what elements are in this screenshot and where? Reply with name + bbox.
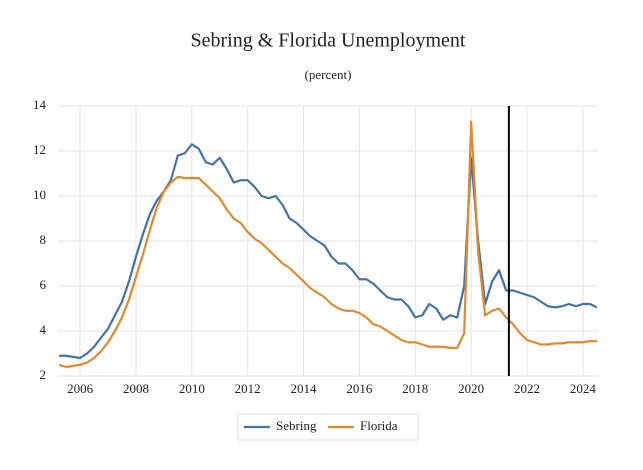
y-tick-label: 8 bbox=[40, 232, 47, 247]
x-tick-label: 2006 bbox=[67, 381, 94, 396]
y-tick-label: 4 bbox=[40, 322, 47, 337]
line-series bbox=[58, 120, 597, 369]
x-tick-label: 2024 bbox=[570, 381, 597, 396]
x-tick-label: 2014 bbox=[291, 381, 318, 396]
x-tick-label: 2010 bbox=[179, 381, 205, 396]
chart-subtitle: (percent) bbox=[305, 67, 352, 82]
y-tick-label: 2 bbox=[40, 367, 47, 382]
y-tick-label: 12 bbox=[33, 142, 46, 157]
line-series bbox=[59, 143, 598, 360]
x-tick-label: 2016 bbox=[346, 381, 373, 396]
legend-label: Florida bbox=[360, 418, 398, 433]
x-tick-label: 2012 bbox=[235, 381, 261, 396]
x-tick-label: 2020 bbox=[458, 381, 484, 396]
y-tick-label: 10 bbox=[33, 187, 46, 202]
y-tick-label: 6 bbox=[40, 277, 47, 292]
x-tick-label: 2008 bbox=[123, 381, 149, 396]
x-tick-label: 2018 bbox=[402, 381, 428, 396]
legend-label: Sebring bbox=[276, 418, 317, 433]
y-tick-label: 14 bbox=[33, 97, 47, 112]
x-tick-label: 2022 bbox=[514, 381, 540, 396]
chart-title: Sebring & Florida Unemployment bbox=[191, 30, 466, 52]
